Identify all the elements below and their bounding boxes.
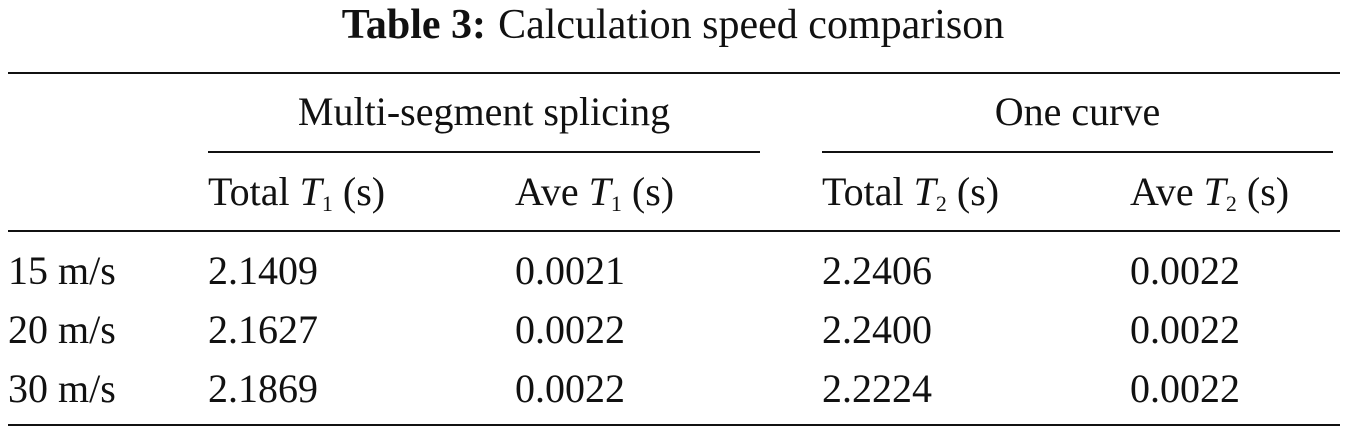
header-sub: 2 <box>935 191 947 216</box>
header-sub: 1 <box>321 191 333 216</box>
row-label: 15 m/s <box>8 248 116 293</box>
group-header: One curve <box>994 89 1161 134</box>
header-unit: (s) <box>1246 169 1290 214</box>
header-var: T <box>1203 169 1226 214</box>
header-var: T <box>588 169 611 214</box>
cell-value: 2.2400 <box>822 307 932 352</box>
group-rule <box>208 151 760 153</box>
top-rule <box>8 72 1340 74</box>
header-text: Ave <box>515 169 579 214</box>
row-label: 30 m/s <box>8 366 116 411</box>
column-header: Total T1 (s) <box>208 169 386 215</box>
column-header: Ave T1 (s) <box>515 169 675 215</box>
table-label: Table 3: <box>341 2 487 48</box>
mid-rule <box>8 230 1340 232</box>
cell-value: 0.0022 <box>515 307 625 352</box>
cell-value: 2.2224 <box>822 366 932 411</box>
caption-text: Calculation speed comparison <box>498 2 1005 48</box>
cell-value: 0.0022 <box>1130 366 1240 411</box>
group-rule <box>822 151 1333 153</box>
cell-value: 2.1627 <box>208 307 318 352</box>
row-label: 20 m/s <box>8 307 116 352</box>
cell-value: 2.1409 <box>208 248 318 293</box>
bottom-rule <box>8 424 1340 426</box>
header-unit: (s) <box>342 169 386 214</box>
header-sub: 2 <box>1225 191 1237 216</box>
header-text: Total <box>822 169 904 214</box>
header-var: T <box>299 169 322 214</box>
header-unit: (s) <box>631 169 675 214</box>
cell-value: 2.1869 <box>208 366 318 411</box>
header-text: Total <box>208 169 290 214</box>
cell-value: 0.0022 <box>1130 248 1240 293</box>
group-header: Multi-segment splicing <box>297 89 671 134</box>
column-header: Ave T2 (s) <box>1130 169 1290 215</box>
cell-value: 2.2406 <box>822 248 932 293</box>
table-caption: Table 3: Calculation speed comparison <box>0 4 1346 46</box>
cell-value: 0.0021 <box>515 248 625 293</box>
header-sub: 1 <box>610 191 622 216</box>
header-var: T <box>913 169 936 214</box>
column-header: Total T2 (s) <box>822 169 1000 215</box>
cell-value: 0.0022 <box>1130 307 1240 352</box>
header-unit: (s) <box>956 169 1000 214</box>
cell-value: 0.0022 <box>515 366 625 411</box>
header-text: Ave <box>1130 169 1194 214</box>
